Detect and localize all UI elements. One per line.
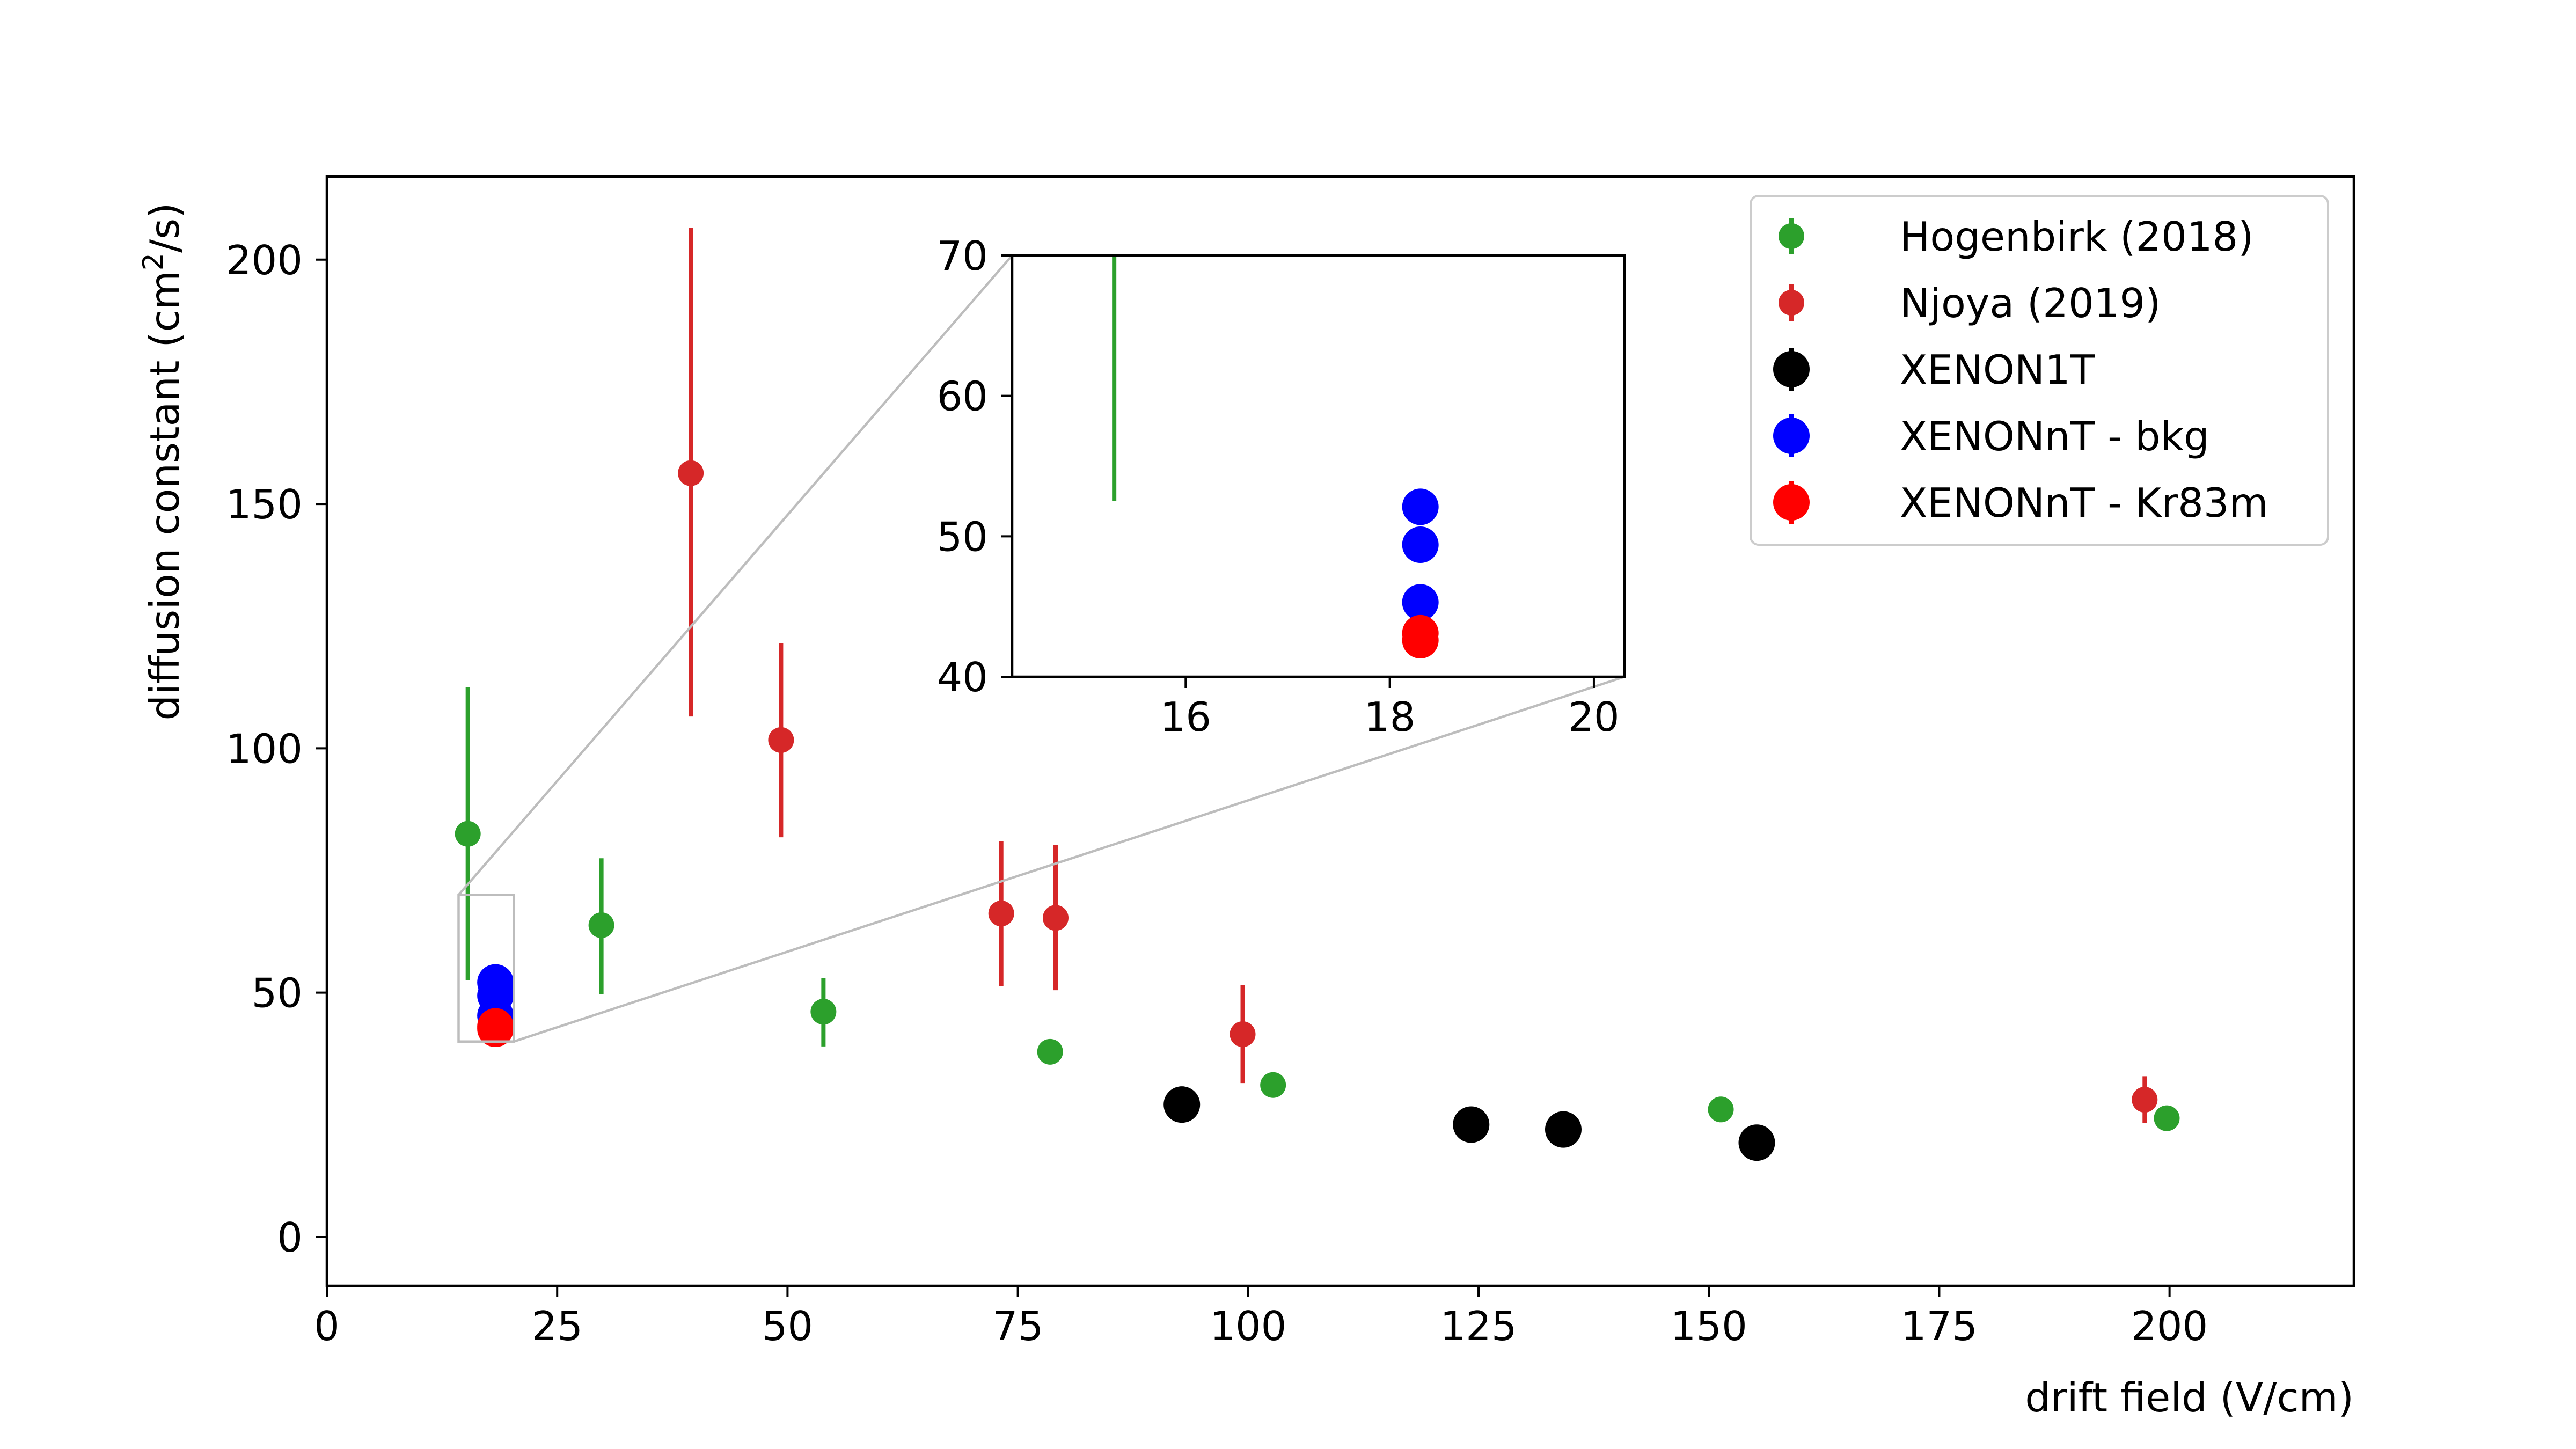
x-tick-label: 150 <box>1671 1302 1747 1350</box>
data-point <box>1402 622 1439 658</box>
data-point <box>2154 1106 2179 1131</box>
legend-marker <box>1773 351 1810 387</box>
x-tick-label: 175 <box>1901 1302 1978 1350</box>
y-tick-label: 100 <box>226 725 303 772</box>
y-tick-label: 0 <box>277 1214 303 1261</box>
inset-y-tick-label: 50 <box>937 513 988 560</box>
data-point <box>768 727 794 753</box>
data-point <box>1043 905 1069 931</box>
inset-y-tick-label: 60 <box>937 373 988 420</box>
data-point <box>678 460 704 486</box>
legend-marker <box>1773 418 1810 454</box>
main-y-axis-ticks: 0 50 100 150 200 <box>226 237 327 1261</box>
data-point <box>455 821 481 847</box>
legend-marker <box>1779 290 1804 316</box>
data-point <box>1260 1072 1286 1098</box>
inset-y-axis-ticks: 40 50 60 70 <box>937 232 1012 701</box>
data-point <box>1545 1111 1582 1148</box>
y-axis-label-superscript: 2 <box>137 253 170 270</box>
data-point <box>1402 526 1439 563</box>
data-point <box>810 999 836 1024</box>
x-tick-label: 125 <box>1440 1302 1517 1350</box>
inset-x-tick-label: 20 <box>1568 693 1619 741</box>
legend-label: XENON1T <box>1900 346 2096 393</box>
legend-marker <box>1773 484 1810 521</box>
main-x-axis-ticks: 0 25 50 75 100 125 150 175 200 <box>314 1286 2208 1350</box>
inset-plot-area: 16 18 20 40 50 60 70 <box>937 232 1624 741</box>
x-tick-label: 100 <box>1210 1302 1286 1350</box>
y-tick-label: 150 <box>226 481 303 528</box>
data-point <box>1739 1124 1775 1161</box>
x-tick-label: 0 <box>314 1302 340 1350</box>
x-tick-label: 50 <box>762 1302 813 1350</box>
inset-x-tick-label: 16 <box>1160 693 1211 741</box>
x-tick-label: 200 <box>2131 1302 2208 1350</box>
x-tick-label: 75 <box>992 1302 1043 1350</box>
data-point <box>989 901 1014 926</box>
inset-x-axis-ticks: 16 18 20 <box>1160 677 1620 741</box>
inset-y-tick-label: 70 <box>937 232 988 280</box>
zoom-connector-line <box>514 677 1624 1042</box>
y-axis-label-end: /s) <box>141 203 188 253</box>
data-point <box>2132 1087 2157 1113</box>
inset-background <box>1012 255 1624 677</box>
y-axis-label: diffusion constant (cm2/s) <box>137 203 188 721</box>
legend-label: XENONnT - bkg <box>1900 413 2209 460</box>
data-point <box>1453 1107 1489 1143</box>
x-tick-label: 25 <box>531 1302 582 1350</box>
data-point <box>1163 1086 1200 1123</box>
inset-y-tick-label: 40 <box>937 654 988 701</box>
legend-label: Hogenbirk (2018) <box>1900 213 2254 260</box>
data-point <box>1037 1039 1063 1065</box>
y-tick-label: 50 <box>252 970 303 1017</box>
y-axis-label-main: diffusion constant (cm <box>141 270 188 720</box>
data-point <box>1230 1021 1256 1047</box>
x-axis-label: drift field (V/cm) <box>2025 1374 2354 1421</box>
data-point <box>1708 1096 1734 1122</box>
inset-x-tick-label: 18 <box>1364 693 1415 741</box>
data-point <box>1402 488 1439 525</box>
y-tick-label: 200 <box>226 237 303 284</box>
legend-label: Njoya (2019) <box>1900 280 2161 327</box>
legend-marker <box>1779 223 1804 249</box>
legend: Hogenbirk (2018) Njoya (2019) XENON1T XENON… <box>1751 196 2328 545</box>
data-point <box>589 912 614 938</box>
zoom-connector-line <box>459 255 1012 895</box>
legend-label: XENONnT - Kr83m <box>1900 479 2268 526</box>
